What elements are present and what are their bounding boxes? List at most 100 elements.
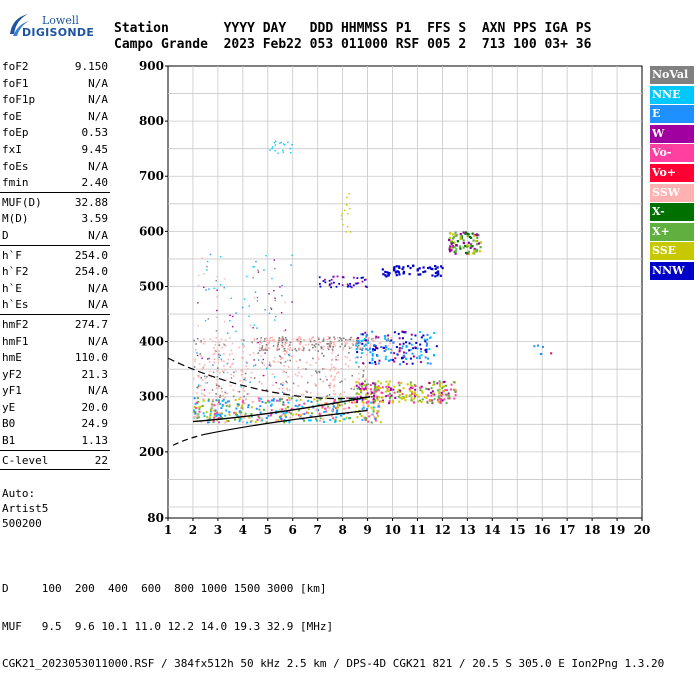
echo-dot (346, 339, 349, 342)
echo-dot (256, 418, 259, 421)
echo-dot (265, 339, 268, 342)
echo-dot (425, 348, 428, 351)
echo-dot (362, 416, 365, 419)
echo-dot (271, 395, 274, 398)
param-value: N/A (88, 281, 108, 295)
echo-dot (253, 339, 256, 341)
echo-dot (243, 378, 245, 381)
echo-dot (338, 282, 341, 285)
echo-dot (288, 344, 291, 346)
echo-dot (223, 365, 225, 367)
echo-dot (309, 415, 312, 418)
echo-dot (214, 410, 217, 413)
echo-dot (387, 386, 390, 389)
echo-dot (256, 338, 258, 340)
echo-dot (235, 312, 237, 314)
echo-dot (330, 282, 333, 285)
echo-dot (356, 396, 359, 399)
echo-dot (266, 366, 269, 369)
echo-dot (213, 417, 216, 420)
echo-dot (300, 340, 302, 343)
echo-dot (420, 401, 423, 404)
echo-dot (272, 399, 275, 402)
echo-dot (317, 403, 320, 406)
echo-dot (282, 391, 284, 393)
auto-label: Auto: (2, 487, 36, 500)
echo-dot (432, 380, 435, 383)
echo-dot (216, 289, 218, 291)
echo-dot (352, 339, 355, 341)
param-separator (0, 191, 110, 193)
echo-dot (334, 407, 337, 410)
echo-dot (364, 385, 367, 388)
param-name: B0 (2, 417, 16, 431)
echo-dot (372, 402, 375, 405)
echo-dot (377, 403, 380, 406)
echo-dot (220, 395, 223, 398)
echo-dot (327, 348, 330, 351)
echo-dot (241, 306, 244, 309)
legend-item: SSE (650, 242, 694, 261)
param-value: N/A (88, 109, 108, 123)
echo-dot (316, 403, 319, 406)
echo-dot (342, 349, 344, 351)
echo-dot (381, 268, 384, 271)
echo-dot (323, 345, 325, 348)
echo-dot (284, 329, 287, 331)
echo-dot (218, 372, 221, 374)
echo-dot (365, 378, 368, 381)
echo-dot (477, 242, 481, 245)
echo-dot (268, 341, 271, 344)
param-name: hmF1 (2, 334, 29, 348)
echo-dot (351, 420, 354, 423)
echo-dot (352, 284, 355, 287)
echo-dot (281, 294, 283, 297)
param-row: foEp 0.53 (0, 124, 110, 141)
echo-dot (198, 406, 201, 409)
echo-dot (224, 396, 226, 399)
echo-dot (263, 364, 266, 366)
echo-dot (219, 402, 222, 405)
echo-dot (285, 420, 288, 423)
echo-dot (364, 365, 367, 368)
echo-dot (318, 337, 320, 339)
echo-dot (257, 271, 260, 273)
echo-dot (475, 250, 478, 253)
echo-dot (240, 356, 243, 359)
echo-dot (322, 339, 325, 342)
echo-dot (466, 234, 469, 238)
echo-dot (333, 393, 335, 395)
echo-dot (228, 413, 231, 416)
echo-dot (420, 336, 423, 339)
echo-dot (336, 406, 339, 409)
param-row: M(D) 3.59 (0, 210, 110, 227)
echo-dot (393, 385, 396, 388)
echo-dot (288, 397, 291, 400)
echo-dot (393, 391, 396, 394)
y-tick-label: 400 (139, 335, 164, 349)
echo-dot (351, 401, 354, 404)
echo-dot (428, 336, 431, 339)
echo-dot (277, 152, 279, 154)
echo-dot (372, 337, 375, 340)
echo-dot (402, 270, 406, 273)
echo-dot (374, 382, 377, 385)
echo-dot (469, 244, 472, 247)
echo-dot (250, 415, 253, 418)
echo-dot (379, 421, 382, 424)
echo-dot (227, 420, 230, 423)
echo-dot (367, 400, 370, 403)
echo-dot (216, 411, 219, 414)
echo-dot (377, 389, 380, 392)
echo-dot (341, 276, 344, 278)
echo-dot (419, 389, 422, 392)
echo-dot (208, 288, 210, 290)
echo-dot (344, 209, 346, 212)
echo-dot (261, 345, 264, 347)
echo-dot (315, 408, 318, 411)
echo-dot (432, 392, 435, 395)
echo-dot (206, 416, 209, 419)
echo-dot (234, 411, 237, 414)
echo-dot (198, 410, 201, 413)
param-row: h`Es N/A (0, 296, 110, 313)
